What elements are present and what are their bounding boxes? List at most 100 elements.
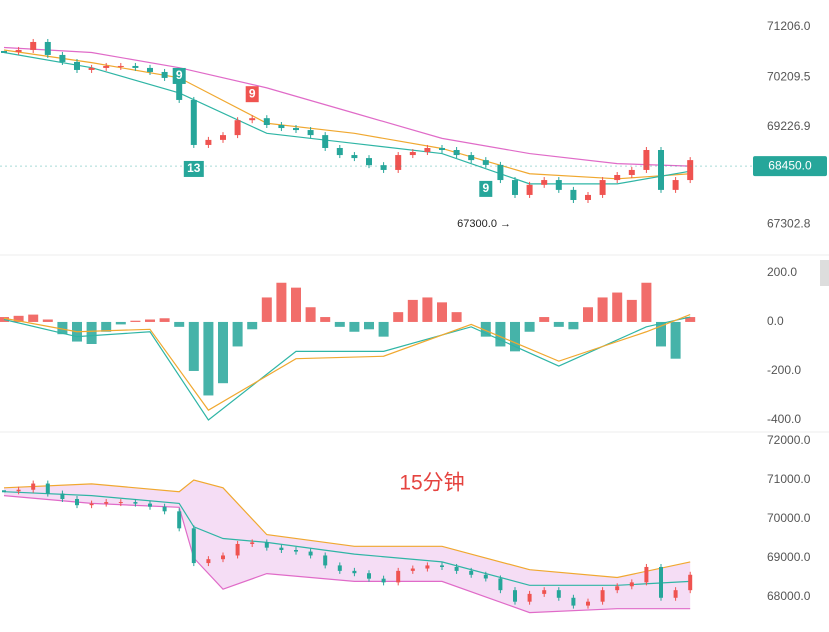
candle — [614, 175, 621, 181]
macd-bar — [218, 321, 228, 384]
candle — [585, 194, 591, 200]
signal-label: 9 — [176, 68, 183, 82]
macd-bar — [349, 321, 360, 332]
candle — [104, 502, 109, 504]
candle — [249, 118, 256, 121]
candle — [482, 160, 489, 165]
macd-bar — [101, 321, 112, 332]
candle — [234, 120, 241, 136]
candle — [380, 165, 387, 170]
macd-bar — [480, 321, 491, 337]
scroll-handle[interactable] — [820, 260, 829, 286]
macd-bar — [364, 321, 374, 330]
macd-bar — [524, 321, 535, 332]
candle — [89, 503, 94, 506]
candle — [628, 169, 635, 175]
y-tick-label: 69000.0 — [767, 550, 811, 564]
macd-bar — [378, 321, 389, 337]
candle — [45, 483, 50, 494]
y-tick-label: 69226.9 — [767, 119, 811, 133]
candle — [396, 570, 401, 583]
candle — [336, 147, 343, 156]
candle — [337, 565, 342, 571]
indicator-line — [3, 46, 691, 167]
signal-badge — [245, 86, 259, 103]
chart-title: 15分钟 — [399, 472, 464, 495]
macd-bar — [305, 307, 316, 322]
candle — [147, 67, 153, 72]
y-tick-label: 0.0 — [767, 314, 784, 328]
y-tick-label: 70209.5 — [767, 69, 811, 83]
macd-bar — [626, 299, 637, 322]
macd-bar — [28, 314, 39, 322]
y-tick-label: -200.0 — [767, 363, 801, 377]
candle — [526, 184, 533, 195]
macd-bar — [334, 321, 345, 327]
candle — [381, 578, 386, 583]
candle — [103, 65, 110, 68]
candle — [527, 593, 532, 602]
macd-bar — [115, 321, 126, 325]
macd-bar — [437, 302, 447, 322]
candle — [44, 41, 51, 55]
macd-bar — [422, 297, 433, 322]
candle — [16, 489, 21, 492]
candle — [74, 61, 80, 70]
signal-badge — [172, 67, 186, 84]
signal-label: 13 — [187, 161, 201, 175]
candle — [307, 130, 314, 136]
signal-badge — [479, 180, 493, 197]
macd-bar — [583, 307, 593, 322]
candle — [409, 152, 416, 156]
y-tick-label: 200.0 — [767, 265, 797, 279]
band-fill — [4, 480, 691, 613]
macd-bar — [568, 321, 579, 330]
candle — [425, 565, 430, 569]
candle — [177, 511, 182, 529]
signal-badge — [183, 160, 204, 177]
candle — [161, 71, 168, 78]
candle — [279, 547, 284, 551]
candle — [687, 160, 694, 181]
candle — [440, 565, 444, 567]
macd-bar — [597, 297, 608, 322]
y-tick-label: -400.0 — [767, 412, 801, 426]
last-price-label: 68450.0 — [768, 158, 812, 172]
macd-bar — [407, 299, 418, 322]
candle — [148, 503, 152, 507]
candle — [468, 155, 475, 161]
candle — [322, 135, 329, 148]
candle — [541, 180, 548, 185]
candle — [323, 555, 328, 566]
macd-bar — [203, 321, 214, 396]
candle — [556, 590, 561, 598]
candle — [483, 574, 488, 579]
candle — [688, 574, 693, 591]
macd-bar — [13, 315, 24, 322]
macd-bar — [174, 321, 185, 327]
candle — [293, 128, 299, 131]
signal-label: 9 — [249, 86, 256, 100]
macd-bar — [641, 282, 652, 322]
macd-bar — [188, 321, 199, 371]
indicator-line — [3, 479, 691, 579]
candle — [615, 586, 620, 591]
candle — [59, 54, 66, 62]
candle — [410, 568, 415, 571]
macd-bar — [145, 319, 155, 322]
y-tick-label: 71206.0 — [767, 19, 811, 33]
candle — [190, 99, 197, 145]
candle — [235, 543, 240, 556]
candle — [176, 77, 183, 100]
candle — [263, 118, 270, 125]
candle — [439, 147, 445, 150]
candle — [366, 158, 372, 166]
candle — [454, 566, 459, 571]
macd-bar — [261, 297, 272, 322]
signal-label: 9 — [482, 181, 489, 195]
macd-bar — [451, 312, 462, 322]
candle — [206, 559, 211, 564]
candle — [117, 65, 124, 67]
candle — [220, 135, 226, 140]
